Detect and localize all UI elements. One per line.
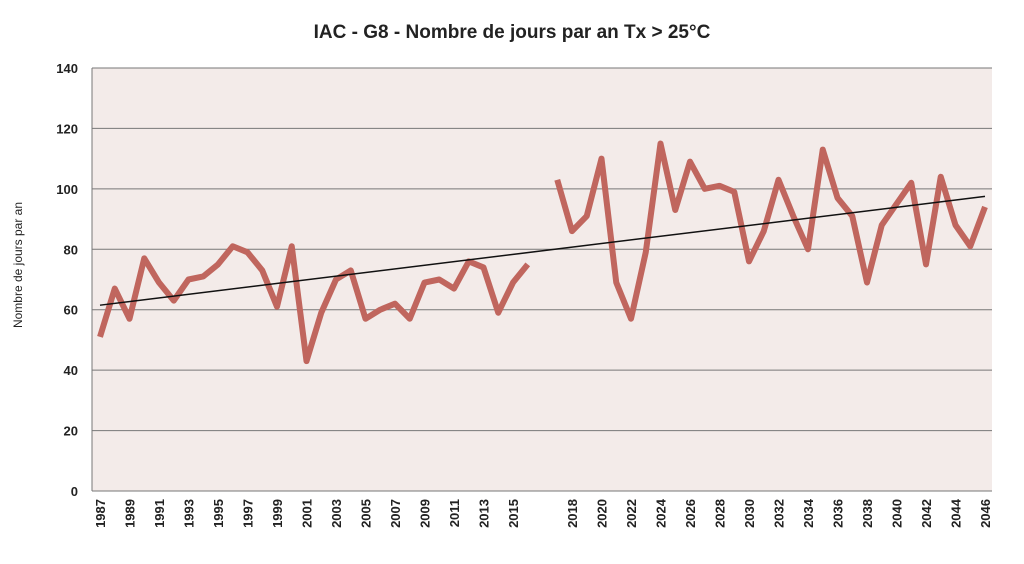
x-tick-label: 2011 xyxy=(447,499,462,527)
y-tick-label: 60 xyxy=(64,303,78,318)
y-tick-label: 100 xyxy=(56,182,78,197)
x-tick-label: 1993 xyxy=(182,499,197,528)
x-tick-label: 2020 xyxy=(595,499,610,528)
y-tick-label: 120 xyxy=(56,121,78,136)
y-tick-label: 80 xyxy=(64,242,78,257)
x-tick-label: 2036 xyxy=(831,499,846,528)
y-tick-label: 140 xyxy=(56,61,78,76)
chart-title: IAC - G8 - Nombre de jours par an Tx > 2… xyxy=(314,22,711,43)
plot-area xyxy=(92,68,992,491)
y-tick-label: 0 xyxy=(71,484,78,499)
data-line xyxy=(97,140,988,365)
x-tick-label: 2018 xyxy=(565,499,580,528)
x-tick-label: 2032 xyxy=(772,499,787,528)
x-tick-label: 2046 xyxy=(978,499,993,528)
y-axis-label: Nombre de jours par an xyxy=(11,202,25,328)
x-tick-label: 1991 xyxy=(152,499,167,528)
x-tick-label: 2044 xyxy=(949,498,964,528)
x-tick-label: 2007 xyxy=(388,499,403,528)
x-tick-label: 2030 xyxy=(742,499,757,528)
x-tick-label: 2009 xyxy=(418,499,433,528)
x-tick-label: 2040 xyxy=(890,499,905,528)
x-tick-label: 2015 xyxy=(506,499,521,528)
x-tick-label: 1987 xyxy=(93,499,108,528)
y-tick-label: 20 xyxy=(64,424,78,439)
x-tick-label: 2034 xyxy=(801,498,816,528)
x-tick-label: 1997 xyxy=(241,499,256,528)
x-tick-label: 2022 xyxy=(624,499,639,528)
x-tick-label: 1999 xyxy=(270,499,285,528)
x-tick-label: 1989 xyxy=(123,499,138,528)
x-tick-label: 2042 xyxy=(919,499,934,528)
x-tick-label: 2001 xyxy=(300,499,315,528)
x-tick-label: 2038 xyxy=(860,499,875,528)
x-tick-label: 2005 xyxy=(359,499,374,528)
x-tick-label: 2003 xyxy=(329,499,344,528)
x-tick-label: 2024 xyxy=(654,498,669,528)
x-tick-label: 2028 xyxy=(713,499,728,528)
x-tick-label: 2013 xyxy=(477,499,492,528)
y-tick-label: 40 xyxy=(64,363,78,378)
trend-line xyxy=(99,195,986,306)
x-tick-label: 2026 xyxy=(683,499,698,528)
x-tick-label: 1995 xyxy=(211,499,226,528)
